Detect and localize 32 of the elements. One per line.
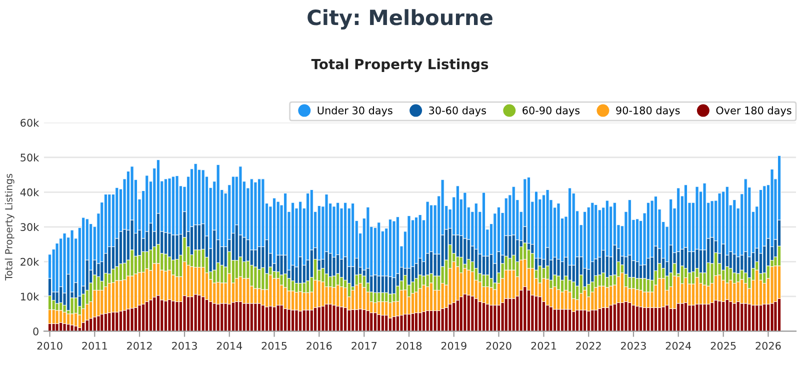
x-tick-label: 2019	[441, 342, 466, 350]
y-tick-label: 0	[33, 327, 38, 336]
x-tick-label: 2012	[127, 342, 152, 350]
legend-label: Under 30 days	[318, 106, 392, 116]
y-tick-label: 10k	[20, 292, 40, 301]
legend-label: 90-180 days	[616, 106, 680, 116]
legend-label: Over 180 days	[716, 106, 792, 116]
legend-label: 30-60 days	[429, 106, 486, 116]
x-tick-label: 2011	[82, 342, 107, 350]
x-tick-label: 2024	[666, 342, 692, 350]
y-tick-label: 60k	[20, 118, 40, 127]
x-tick-label: 2021	[531, 342, 556, 350]
y-tick-label: 20k	[20, 258, 40, 266]
x-tick-label: 2017	[352, 342, 376, 350]
x-tick-label: 2025	[710, 342, 736, 350]
legend-label: 60-90 days	[522, 106, 580, 116]
y-tick-label: 50k	[20, 153, 40, 162]
x-tick-label: 2014	[216, 342, 242, 350]
x-tick-label: 2022	[576, 342, 601, 350]
x-tick-label: 2016	[306, 342, 332, 350]
x-tick-label: 2026	[756, 342, 781, 350]
chart-subtitle: Total Property Listings	[311, 58, 488, 72]
x-tick-label: 2020	[486, 342, 512, 350]
x-tick-label: 2023	[620, 342, 646, 350]
chart-title: City: Melbourne	[308, 9, 492, 30]
y-axis-title: Total Property Listings	[4, 174, 14, 281]
x-tick-label: 2018	[396, 342, 422, 350]
x-tick-label: 2015	[262, 342, 287, 350]
y-tick-label: 40k	[20, 188, 40, 196]
y-tick-label: 30k	[20, 222, 40, 232]
x-tick-label: 2010	[37, 342, 62, 350]
x-tick-label: 2013	[172, 342, 197, 350]
